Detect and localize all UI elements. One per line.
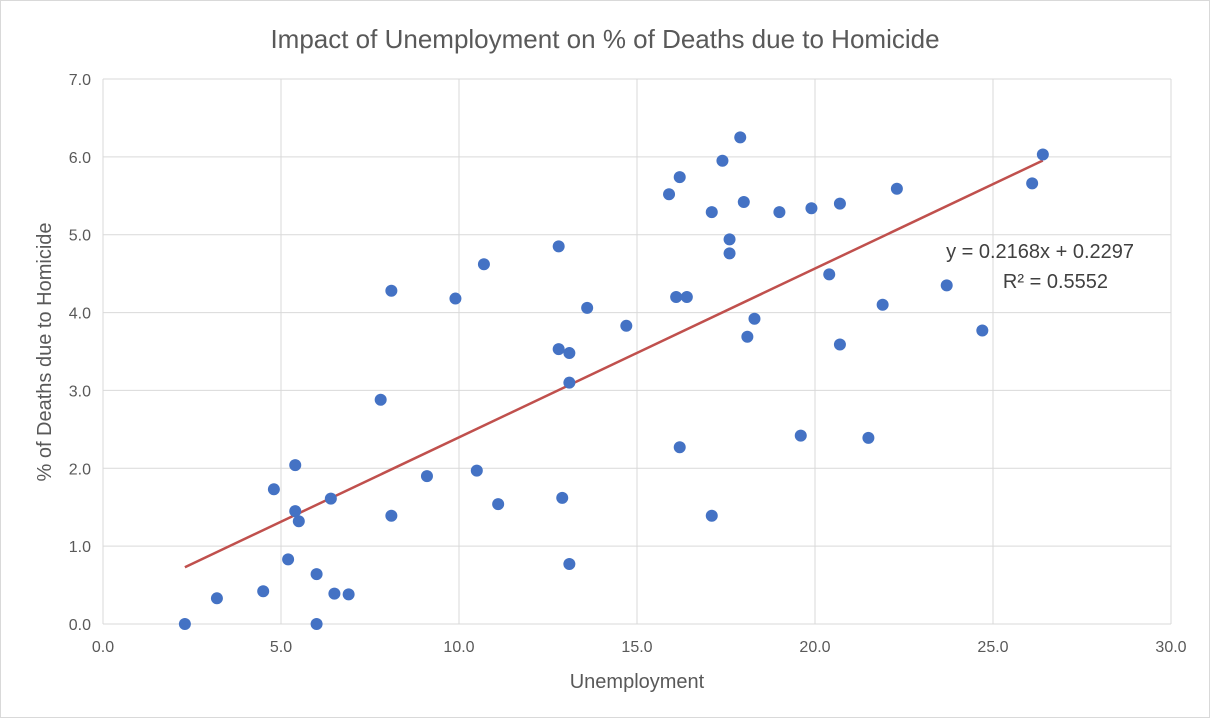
data-point	[477, 258, 490, 271]
data-points	[178, 131, 1049, 630]
x-axis-label: Unemployment	[570, 671, 705, 693]
y-tick-label: 1.0	[69, 539, 91, 556]
data-point	[282, 553, 295, 566]
data-point	[552, 343, 565, 356]
data-point	[737, 196, 750, 209]
y-axis-ticks: 0.0 1.0 2.0 3.0 4.0 5.0 6.0 7.0	[69, 72, 91, 634]
x-tick-label: 20.0	[799, 639, 830, 656]
y-tick-label: 2.0	[69, 461, 91, 478]
data-point	[976, 324, 989, 337]
y-axis-label: % of Deaths due to Homicide	[34, 222, 56, 481]
data-point	[823, 268, 836, 281]
data-point	[324, 492, 337, 505]
data-point	[563, 347, 576, 360]
data-point	[748, 312, 761, 325]
data-point	[773, 206, 786, 219]
data-point	[734, 131, 747, 144]
data-point	[470, 464, 483, 477]
data-point	[267, 483, 280, 496]
data-point	[342, 588, 355, 601]
data-point	[876, 298, 889, 311]
data-point	[705, 509, 718, 522]
trendline-equation: y = 0.2168x + 0.2297	[946, 241, 1134, 263]
data-point	[420, 470, 433, 483]
data-point	[805, 202, 818, 215]
x-tick-label: 5.0	[270, 639, 292, 656]
data-point	[673, 441, 686, 454]
x-tick-label: 0.0	[92, 639, 114, 656]
x-tick-label: 30.0	[1155, 639, 1186, 656]
data-point	[680, 291, 693, 303]
gridlines	[102, 78, 1172, 625]
trendline-r-squared: R² = 0.5552	[1003, 271, 1108, 293]
data-point	[670, 291, 683, 303]
data-point	[552, 240, 565, 253]
y-tick-label: 7.0	[69, 72, 91, 89]
data-point	[673, 171, 686, 184]
data-point	[741, 330, 754, 343]
data-point	[833, 197, 846, 210]
data-point	[556, 491, 569, 504]
data-point	[210, 592, 223, 605]
y-tick-label: 4.0	[69, 306, 91, 323]
data-point	[663, 188, 676, 201]
data-point	[310, 618, 323, 630]
data-point	[833, 338, 846, 351]
y-tick-label: 3.0	[69, 383, 91, 400]
data-point	[862, 431, 875, 444]
x-tick-label: 10.0	[443, 639, 474, 656]
y-tick-label: 5.0	[69, 228, 91, 245]
data-point	[620, 319, 633, 332]
data-point	[563, 558, 576, 571]
data-point	[292, 515, 305, 528]
chart-title: Impact of Unemployment on % of Deaths du…	[270, 24, 939, 54]
data-point	[257, 585, 270, 598]
x-axis-ticks: 0.0 5.0 10.0 15.0 20.0 25.0 30.0	[92, 639, 1187, 656]
data-point	[723, 233, 736, 246]
data-point	[940, 279, 953, 292]
data-point	[289, 505, 302, 518]
y-tick-label: 6.0	[69, 150, 91, 167]
data-point	[385, 509, 398, 522]
data-point	[716, 154, 729, 167]
trendline-group	[184, 159, 1044, 569]
data-point	[723, 247, 736, 260]
trendline	[184, 159, 1044, 569]
data-point	[1036, 148, 1049, 161]
data-point	[289, 459, 302, 472]
data-point	[563, 376, 576, 389]
data-point	[374, 393, 387, 406]
data-point	[794, 429, 807, 442]
y-tick-label: 0.0	[69, 617, 91, 634]
data-point	[385, 284, 398, 297]
data-point	[310, 568, 323, 581]
data-point	[328, 587, 341, 600]
data-point	[178, 618, 191, 630]
data-point	[449, 292, 462, 305]
data-point	[705, 206, 718, 219]
data-point	[1026, 177, 1039, 190]
data-point	[890, 182, 903, 195]
data-point	[581, 301, 594, 314]
x-tick-label: 15.0	[621, 639, 652, 656]
x-tick-label: 25.0	[977, 639, 1008, 656]
data-point	[492, 498, 505, 511]
